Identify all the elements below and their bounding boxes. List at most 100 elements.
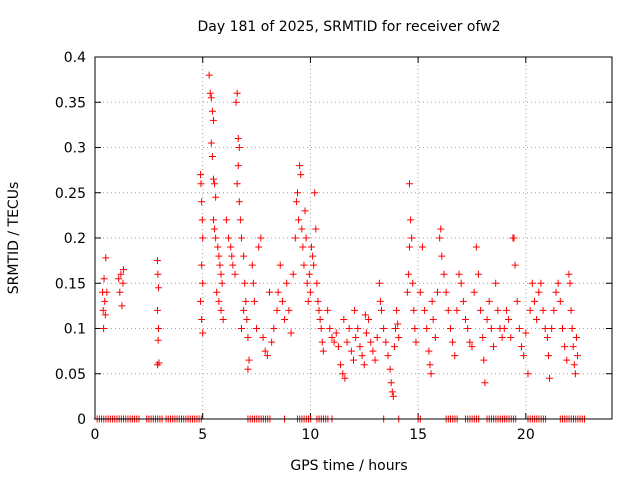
data-point (530, 297, 538, 305)
data-point (199, 279, 207, 287)
axis-ticks: 0 0.05 0.1 0.15 0.2 0.25 0.3 0.35 0.4 0 5 10 15 20 (55, 50, 612, 443)
data-point (198, 315, 206, 323)
data-point (533, 315, 541, 323)
data-point (330, 338, 338, 346)
data-point (261, 347, 269, 355)
data-point (511, 261, 519, 269)
data-point (393, 306, 401, 314)
data-point (437, 225, 445, 233)
data-point (507, 334, 515, 342)
data-point (537, 279, 545, 287)
data-point (427, 370, 435, 378)
data-point (241, 279, 249, 287)
data-point (544, 352, 552, 360)
data-point (229, 261, 237, 269)
data-point (334, 343, 342, 351)
data-point (255, 243, 263, 251)
x-tick-label: 5 (198, 427, 207, 443)
data-point (483, 315, 491, 323)
chart-title: Day 181 of 2025, SRMTID for receiver ofw… (197, 19, 500, 35)
data-point (341, 374, 349, 382)
data-point (451, 352, 459, 360)
x-tick-label: 10 (302, 427, 320, 443)
x-axis-label: GPS time / hours (290, 458, 407, 474)
x-tick-label: 15 (409, 427, 427, 443)
data-point (464, 325, 472, 332)
data-point (350, 356, 357, 364)
data-point (115, 275, 123, 283)
data-point (326, 325, 334, 332)
data-point (278, 297, 286, 305)
data-point (524, 370, 532, 378)
data-point (310, 261, 318, 269)
data-point (319, 347, 327, 355)
data-point (352, 334, 360, 342)
data-point (318, 338, 326, 346)
data-point (154, 336, 162, 344)
data-point (552, 288, 560, 296)
data-point (487, 325, 495, 332)
data-point (481, 379, 489, 387)
data-point (500, 325, 508, 332)
y-tick-label: 0.35 (55, 95, 86, 111)
data-point (535, 288, 543, 296)
data-point (418, 243, 426, 251)
data-point (207, 139, 215, 147)
data-point (268, 338, 276, 346)
data-point (234, 134, 242, 142)
data-point (199, 234, 207, 242)
data-point (558, 325, 566, 332)
data-point (351, 306, 359, 314)
data-point (389, 392, 397, 400)
data-point (442, 288, 450, 296)
data-point (570, 361, 578, 369)
data-point (101, 311, 109, 319)
data-point (305, 270, 313, 278)
data-point (299, 243, 307, 251)
data-point (440, 270, 448, 278)
data-point (474, 270, 482, 278)
data-point (392, 325, 400, 332)
data-point (100, 325, 108, 332)
y-tick-label: 0.3 (64, 141, 86, 157)
y-tick-label: 0.4 (64, 50, 86, 66)
y-axis-label: SRMTID / TECUs (6, 182, 22, 295)
data-point (404, 270, 412, 278)
data-point (567, 306, 575, 314)
data-point (423, 325, 431, 332)
data-point (541, 325, 549, 332)
data-point (347, 347, 355, 355)
data-point (337, 361, 345, 369)
y-tick-label: 0 (77, 412, 86, 428)
data-point (449, 338, 457, 346)
data-point (242, 297, 250, 305)
data-point (380, 325, 388, 332)
data-point (259, 334, 267, 342)
data-point (311, 189, 319, 197)
data-point (300, 261, 308, 269)
data-point (273, 306, 281, 314)
data-point (395, 334, 403, 342)
data-point (296, 162, 304, 170)
data-point (302, 234, 310, 242)
data-point (233, 180, 241, 188)
data-point (304, 297, 312, 305)
data-point (155, 284, 163, 292)
data-point (492, 279, 500, 287)
data-point (274, 288, 282, 296)
data-point (539, 306, 547, 314)
data-point (343, 338, 351, 346)
data-point (214, 243, 222, 251)
data-point (411, 325, 419, 332)
data-point (316, 315, 324, 323)
data-point (293, 189, 301, 197)
data-point (314, 297, 322, 305)
data-point (265, 288, 273, 296)
data-point (198, 198, 206, 206)
data-point (412, 338, 420, 346)
data-point (209, 216, 217, 224)
data-point (208, 107, 216, 115)
data-point (407, 216, 415, 224)
data-point (250, 297, 258, 305)
data-point (306, 288, 314, 296)
